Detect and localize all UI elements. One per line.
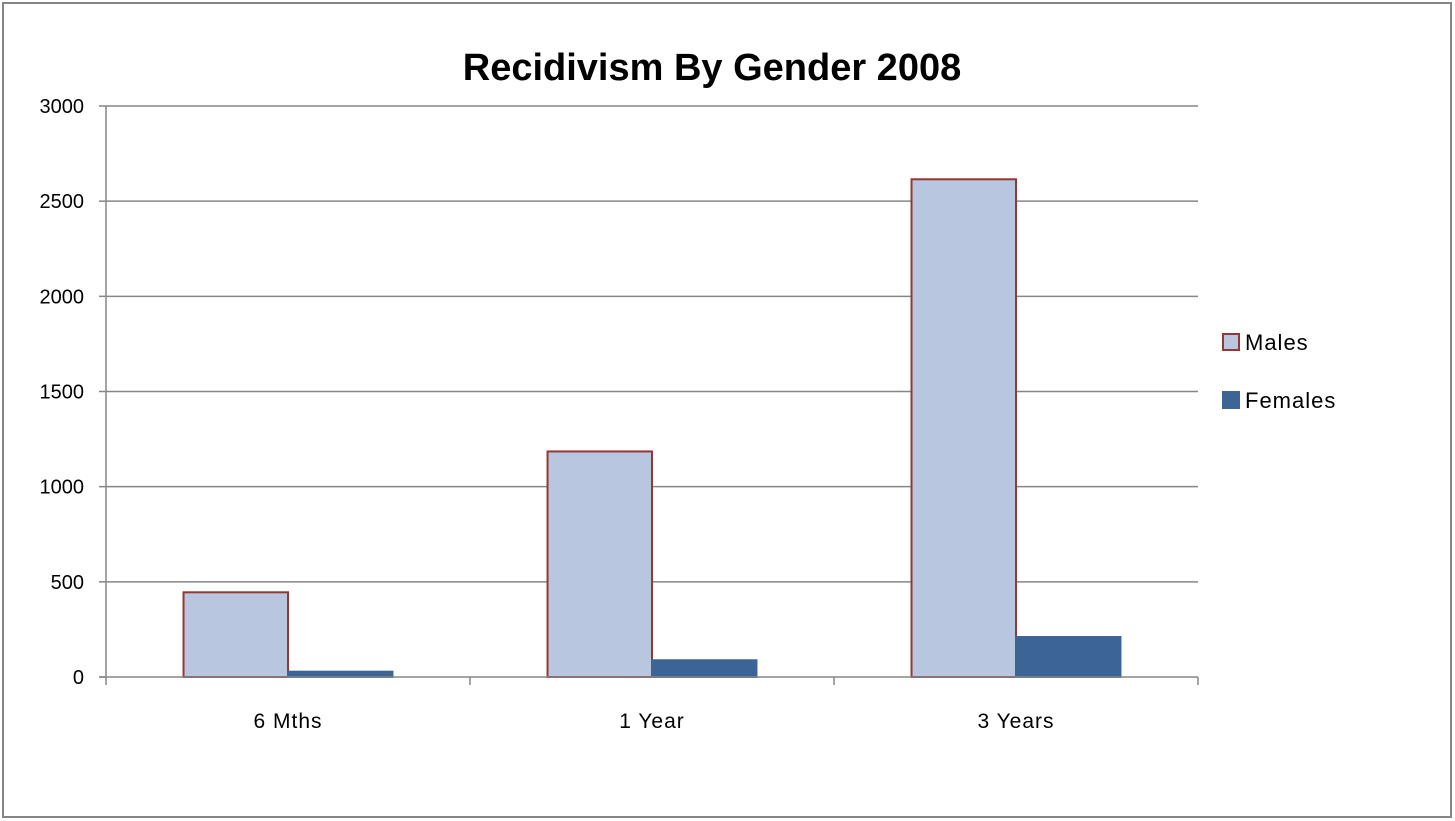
y-tick-label-4: 2000 — [40, 286, 85, 308]
y-tick-label-1: 500 — [51, 572, 84, 594]
y-tick-label-6: 3000 — [40, 96, 85, 118]
y-tick-label-5: 2500 — [40, 191, 85, 213]
y-axis-ticks: 0 500 1000 1500 2000 2500 3000 — [40, 96, 106, 689]
legend: Males Females — [1222, 330, 1336, 413]
legend-label-females: Females — [1245, 388, 1336, 413]
bar-males-2 — [910, 178, 1017, 679]
y-tick-label-0: 0 — [73, 667, 84, 689]
x-category-label-1: 1 Year — [619, 710, 685, 733]
legend-swatch-males — [1222, 333, 1240, 351]
y-tick-label-3: 1500 — [40, 382, 85, 404]
bars — [182, 178, 1122, 679]
bar-males-1 — [546, 450, 653, 678]
x-category-label-2: 3 Years — [977, 710, 1054, 733]
x-axis-labels: 6 Mths 1 Year 3 Years — [253, 710, 1054, 733]
axes — [99, 106, 1199, 685]
legend-swatch-females — [1222, 391, 1240, 409]
bar-females-0 — [287, 670, 394, 678]
legend-label-males: Males — [1245, 330, 1309, 355]
x-category-label-0: 6 Mths — [253, 710, 322, 733]
chart-title: Recidivism By Gender 2008 — [463, 47, 961, 89]
bar-females-2 — [1015, 636, 1122, 679]
bar-females-1 — [651, 659, 758, 679]
y-tick-label-2: 1000 — [40, 477, 85, 499]
bar-males-0 — [182, 591, 289, 679]
